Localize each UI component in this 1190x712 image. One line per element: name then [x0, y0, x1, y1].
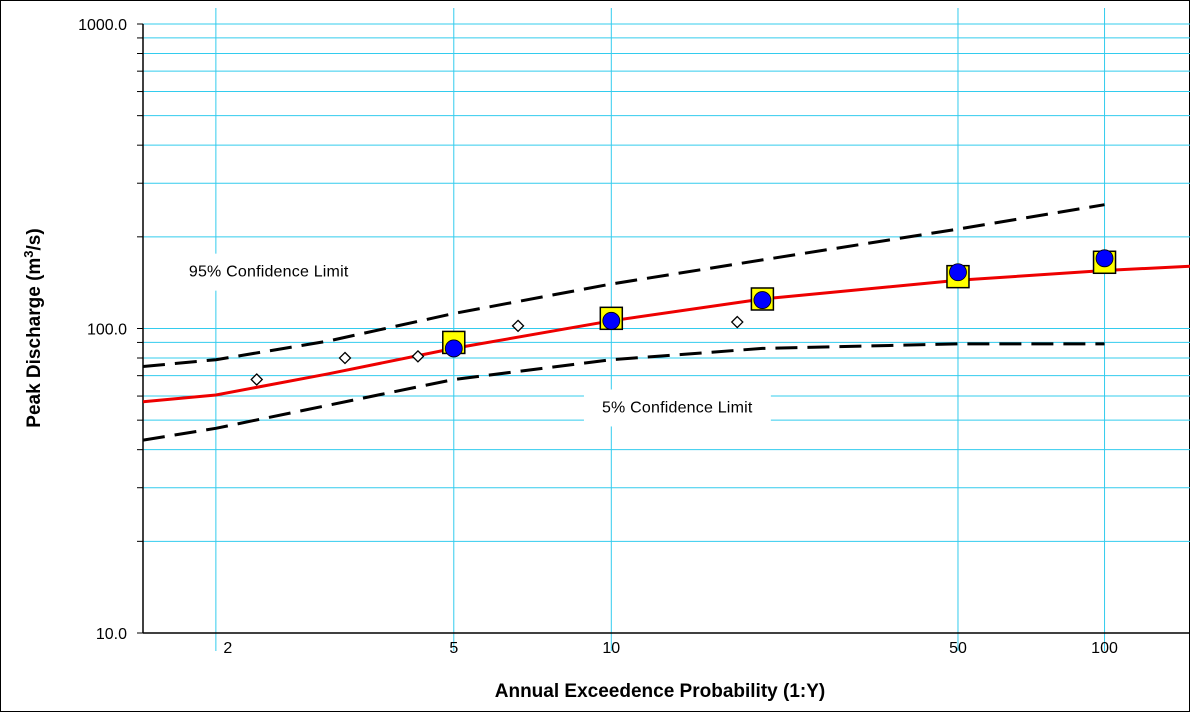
tick-labels: 10.0 100.0 1000.0 2 5 10 50 100	[78, 17, 1118, 657]
observed-point	[411, 349, 425, 363]
annotations: 95% Confidence Limit 5% Confidence Limit	[170, 253, 771, 427]
y-axis-title-base: Peak Discharge (m	[24, 258, 45, 428]
x-axis-title: Annual Exceedence Probability (1:Y)	[495, 681, 825, 702]
annotation-background	[170, 253, 367, 291]
observed-point	[730, 315, 744, 329]
confidence-limit-line	[143, 203, 1105, 368]
y-axis-title: Peak Discharge (m3/s)	[21, 228, 45, 427]
annotation-background	[583, 389, 771, 427]
x-tick-label: 10	[602, 640, 620, 657]
observed-point	[511, 319, 525, 333]
circle-marker	[949, 263, 967, 282]
y-axis-title-sup: 3	[21, 250, 36, 257]
y-axis-title-tail: /s)	[24, 228, 45, 250]
x-tick-label: 100	[1091, 640, 1118, 657]
y-tick-label: 100.0	[87, 322, 127, 339]
circle-marker	[753, 291, 772, 309]
circle-marker	[1095, 249, 1114, 268]
annotation-label: 95% Confidence Limit	[189, 264, 349, 281]
confidence-limit-line	[143, 342, 1105, 442]
x-tick-label: 2	[223, 640, 232, 657]
x-tick-label: 5	[449, 640, 458, 657]
circle-marker	[444, 339, 463, 358]
annotation-label: 5% Confidence Limit	[602, 399, 753, 416]
gridlines	[143, 8, 1190, 651]
circle-marker	[602, 311, 621, 330]
y-tick-label: 1000.0	[78, 17, 127, 34]
observed-point	[338, 351, 352, 365]
x-tick-label: 50	[949, 640, 967, 657]
axes	[137, 23, 1190, 634]
y-tick-label: 10.0	[96, 626, 127, 643]
observed-point	[250, 373, 264, 386]
plot-area	[143, 203, 1190, 442]
